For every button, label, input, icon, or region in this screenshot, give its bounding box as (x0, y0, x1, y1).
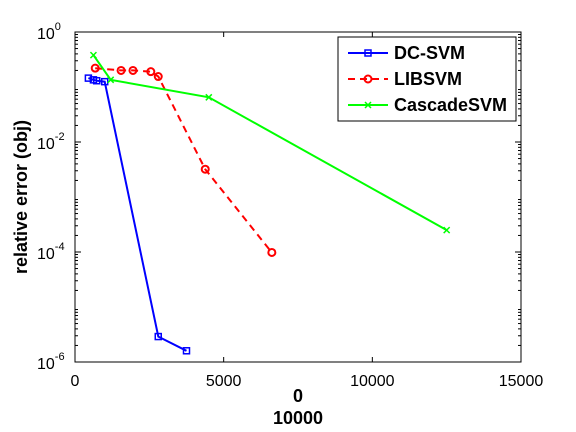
x-axis-label-line-1: 0 (293, 386, 303, 406)
data-point (90, 63, 100, 73)
data-point (364, 49, 372, 57)
series-line (92, 54, 448, 231)
data-point (146, 67, 156, 77)
legend-label: LIBSVM (394, 69, 462, 89)
x-tick-label: 15000 (499, 373, 544, 390)
data-point (153, 72, 163, 82)
data-point (84, 74, 93, 82)
axes: 0 5000 10000 15000 10-6 10-4 10-2 100 (37, 21, 543, 390)
data-point (92, 76, 101, 85)
data-point (107, 76, 115, 84)
data-point (267, 247, 277, 257)
data-point (205, 93, 213, 101)
data-point (182, 347, 191, 355)
y-tick-label: 10-2 (37, 131, 65, 153)
data-point (100, 77, 109, 86)
data-point (363, 74, 373, 84)
plot-frame (74, 31, 522, 363)
x-tick-label: 5000 (206, 373, 242, 390)
data-point (89, 51, 97, 59)
data-point (443, 226, 451, 234)
series-cascadesvm (89, 51, 451, 234)
chart-marks (84, 51, 451, 355)
series-line (95, 67, 273, 254)
legend-entry: CascadeSVM (348, 95, 507, 115)
legend: DC-SVM LIBSVM CascadeSVM (337, 36, 517, 122)
data-point (364, 101, 372, 109)
data-point (116, 65, 126, 75)
series-libsvm (90, 63, 277, 257)
y-axis-label: relative error (obj) (11, 120, 31, 274)
legend-entry: LIBSVM (348, 69, 462, 89)
x-axis-label-line-2: 10000 (273, 408, 323, 428)
legend-label: DC-SVM (394, 43, 465, 63)
legend-box (337, 36, 517, 122)
x-tick-label: 0 (71, 373, 80, 390)
legend-entry: DC-SVM (348, 43, 465, 63)
legend-label: CascadeSVM (394, 95, 507, 115)
data-point (128, 65, 138, 75)
y-tick-label: 10-6 (37, 351, 65, 373)
series-dc-svm (84, 74, 191, 355)
data-point (200, 164, 210, 174)
data-point (154, 332, 163, 341)
y-tick-label: 100 (37, 21, 61, 43)
series-line (88, 77, 187, 352)
y-tick-label: 10-4 (37, 241, 65, 263)
x-tick-label: 10000 (350, 373, 395, 390)
